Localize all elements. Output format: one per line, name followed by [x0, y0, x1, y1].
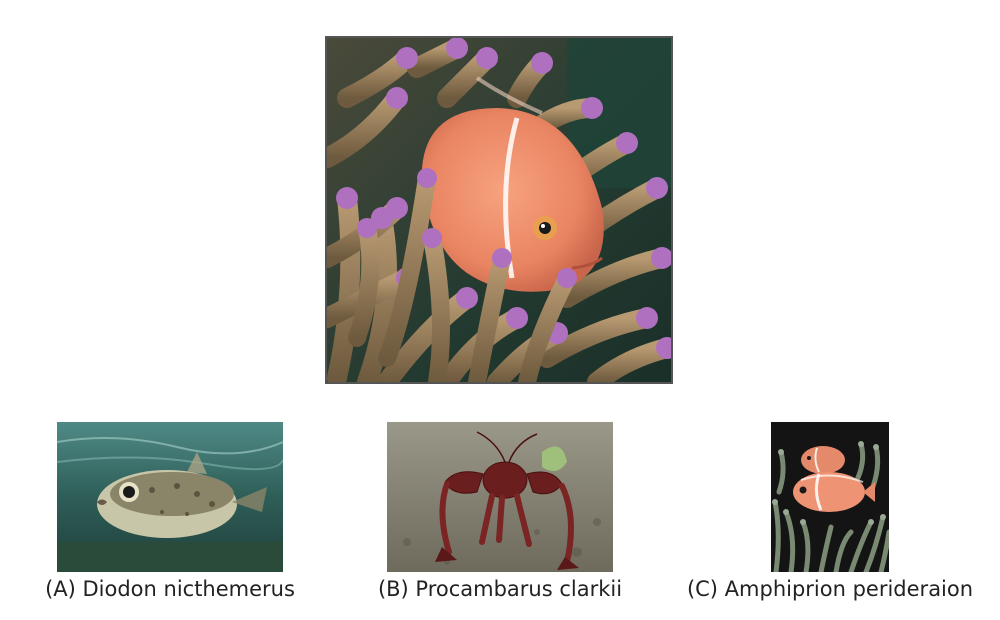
- main-photo: [325, 36, 673, 384]
- option-a-label[interactable]: (A) Diodon nicthemerus: [45, 577, 295, 601]
- crayfish-photo: [387, 422, 613, 572]
- option-b[interactable]: (B) Procambarus clarkii: [370, 422, 630, 602]
- option-a-photo[interactable]: [57, 422, 283, 572]
- anemonefish-in-anemone-photo: [327, 38, 671, 382]
- option-b-photo[interactable]: [387, 422, 613, 572]
- pink-anemonefish-pair-photo: [771, 422, 889, 572]
- option-c-label[interactable]: (C) Amphiprion perideraion: [686, 577, 974, 601]
- option-a[interactable]: (A) Diodon nicthemerus: [40, 422, 300, 602]
- porcupinefish-photo: [57, 422, 283, 572]
- option-b-label[interactable]: (B) Procambarus clarkii: [377, 577, 623, 601]
- option-c[interactable]: (C) Amphiprion perideraion: [680, 422, 980, 602]
- option-c-photo[interactable]: [771, 422, 889, 572]
